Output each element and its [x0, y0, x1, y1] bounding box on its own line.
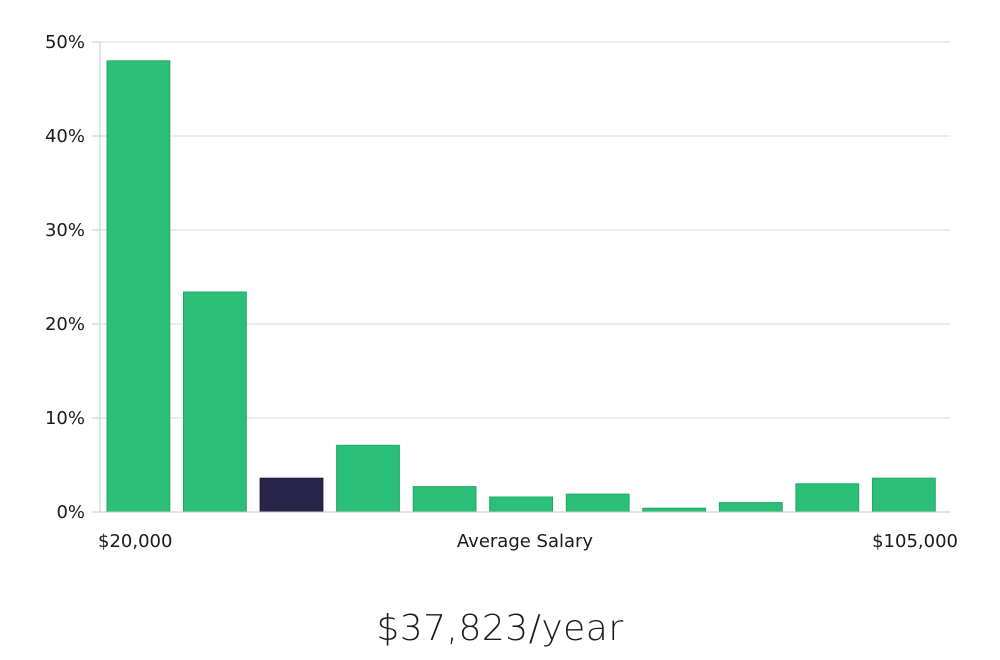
average-salary-summary: $37,823/year [376, 608, 624, 649]
y-tick-label: 40% [45, 126, 85, 147]
bar[interactable] [106, 60, 171, 513]
y-tick-label: 10% [45, 408, 85, 429]
y-tick-label: 50% [45, 32, 85, 53]
bar[interactable] [718, 502, 783, 513]
bar[interactable] [795, 483, 860, 513]
salary-histogram: 0% 10% 20% 30% 40% 50% $20,000 Average Salary… [45, 32, 958, 552]
bar-highlighted[interactable] [259, 477, 324, 513]
bar[interactable] [489, 496, 554, 513]
bar[interactable] [565, 493, 630, 513]
y-axis-ticks: 0% 10% 20% 30% 40% 50% [45, 32, 100, 523]
bar[interactable] [183, 291, 247, 513]
bar[interactable] [336, 444, 400, 513]
x-axis-title: Average Salary [457, 531, 594, 552]
bar[interactable] [642, 507, 707, 513]
bar[interactable] [872, 477, 936, 513]
y-tick-label: 30% [45, 220, 85, 241]
y-tick-label: 0% [56, 502, 85, 523]
bars [106, 60, 936, 513]
bar[interactable] [412, 486, 477, 513]
y-tick-label: 20% [45, 314, 85, 335]
x-axis-start-label: $20,000 [98, 531, 172, 552]
x-axis-end-label: $105,000 [872, 531, 958, 552]
